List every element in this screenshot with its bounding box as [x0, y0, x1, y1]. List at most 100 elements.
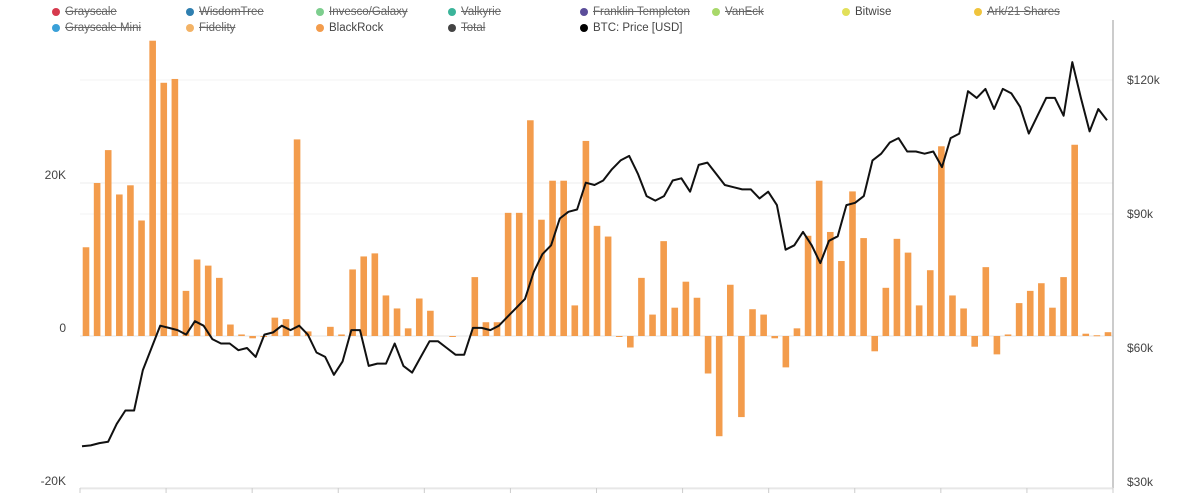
- legend-item-grayscale-mini[interactable]: Grayscale Mini: [52, 22, 141, 34]
- flow-bar: [427, 310, 434, 336]
- legend-label: Total: [461, 22, 486, 34]
- flow-bar: [749, 309, 756, 336]
- flow-bar: [160, 82, 168, 336]
- flow-bar: [915, 305, 923, 336]
- right-axis-tick-label: $90k: [1127, 207, 1154, 221]
- legend-item-wisdomtree[interactable]: WisdomTree: [186, 6, 264, 18]
- flow-bar: [249, 336, 256, 339]
- legend-item-grayscale[interactable]: Grayscale: [52, 6, 117, 18]
- flow-bar: [116, 194, 123, 336]
- legend-label: WisdomTree: [199, 6, 264, 18]
- flow-bar: [682, 281, 690, 336]
- flow-bar: [360, 256, 368, 336]
- flow-bar: [527, 120, 534, 337]
- flow-bar: [871, 336, 879, 352]
- flow-bar: [1071, 144, 1078, 336]
- flow-bar: [93, 183, 101, 336]
- flow-bar: [171, 78, 179, 337]
- flow-bar: [204, 265, 212, 336]
- legend-item-fidelity[interactable]: Fidelity: [186, 22, 235, 34]
- flow-bar: [293, 139, 301, 336]
- flow-bar: [182, 290, 190, 336]
- flow-bar: [1093, 335, 1101, 337]
- flow-bar: [938, 146, 945, 336]
- flow-bar: [804, 235, 812, 336]
- flow-bar: [982, 267, 990, 336]
- flow-bar: [882, 287, 890, 336]
- flow-bar: [515, 212, 523, 336]
- flow-bar: [715, 336, 723, 437]
- flow-bar: [693, 297, 701, 336]
- flow-bar: [893, 238, 901, 336]
- legend-item-vaneck[interactable]: VanEck: [712, 6, 764, 18]
- legend-label: Franklin Templeton: [593, 6, 690, 18]
- legend-marker-icon: [186, 24, 194, 32]
- left-axis: -20K 0 20K: [41, 168, 67, 488]
- flow-bar: [1082, 333, 1090, 336]
- legend-label: Grayscale Mini: [65, 22, 142, 34]
- flow-bar: [216, 277, 223, 336]
- right-axis-tick-label: $120k: [1127, 73, 1161, 87]
- x-axis-ticks: [79, 487, 1114, 493]
- flow-bar: [1049, 307, 1056, 336]
- legend-label: VanEck: [725, 6, 764, 18]
- flow-bar: [104, 150, 112, 336]
- flow-bar: [760, 314, 767, 336]
- flow-bar: [571, 305, 579, 336]
- legend-item-blackrock[interactable]: BlackRock: [316, 22, 383, 34]
- flow-bar: [227, 324, 234, 336]
- legend-marker-icon: [186, 8, 194, 16]
- flow-bar: [849, 191, 856, 336]
- flow-bar: [738, 336, 745, 418]
- flow-bar: [449, 336, 456, 337]
- legend-marker-icon: [448, 8, 456, 16]
- flow-bar: [860, 238, 867, 336]
- legend-item-bitwise[interactable]: Bitwise: [842, 6, 891, 18]
- legend-item-valkyrie[interactable]: Valkyrie: [448, 6, 501, 18]
- flow-bar: [404, 328, 412, 336]
- flow-bar: [771, 336, 779, 339]
- legend-marker-icon: [842, 8, 850, 16]
- legend-item-invesco-galaxy[interactable]: Invesco/Galaxy: [316, 6, 408, 18]
- right-axis: $30k $60k $90k $120k: [1112, 20, 1161, 489]
- blackrock-flow-bars: [82, 40, 1112, 437]
- flow-bar: [82, 247, 90, 336]
- flow-bar: [793, 328, 801, 336]
- flow-bar: [727, 284, 734, 336]
- legend-marker-icon: [52, 24, 60, 32]
- legend-marker-icon: [448, 24, 456, 32]
- flow-bar: [327, 326, 334, 336]
- flow-bar: [971, 336, 978, 347]
- legend-label: BTC: Price [USD]: [593, 22, 683, 34]
- flow-bar: [415, 298, 423, 336]
- flow-bar: [393, 308, 401, 336]
- flow-bar: [560, 180, 567, 336]
- flow-bar: [838, 261, 845, 336]
- legend-marker-icon: [974, 8, 982, 16]
- flow-bar: [638, 277, 645, 336]
- flow-bar: [338, 334, 345, 336]
- legend-item-ark-21-shares[interactable]: Ark/21 Shares: [974, 6, 1060, 18]
- flow-bar: [349, 269, 356, 336]
- flow-bar: [649, 314, 656, 336]
- legend-item-btc-price-usd-[interactable]: BTC: Price [USD]: [580, 22, 682, 34]
- left-axis-tick-label: 20K: [45, 168, 66, 182]
- legend-marker-icon: [712, 8, 720, 16]
- flow-bar: [926, 270, 934, 336]
- flow-bar: [960, 308, 967, 336]
- flow-bar: [782, 336, 790, 368]
- flow-bar: [371, 253, 379, 336]
- flow-bar: [904, 252, 912, 336]
- legend-label: BlackRock: [329, 22, 384, 34]
- legend-item-franklin-templeton[interactable]: Franklin Templeton: [580, 6, 690, 18]
- flow-bar: [826, 231, 834, 336]
- legend-marker-icon: [52, 8, 60, 16]
- flow-bar: [615, 336, 623, 337]
- flow-bar: [538, 219, 545, 336]
- flow-bar: [1060, 277, 1067, 336]
- legend-item-total[interactable]: Total: [448, 22, 485, 34]
- flow-bar: [582, 140, 590, 336]
- flow-bar: [815, 180, 823, 336]
- flow-bar: [949, 295, 956, 336]
- flow-bar: [238, 334, 245, 336]
